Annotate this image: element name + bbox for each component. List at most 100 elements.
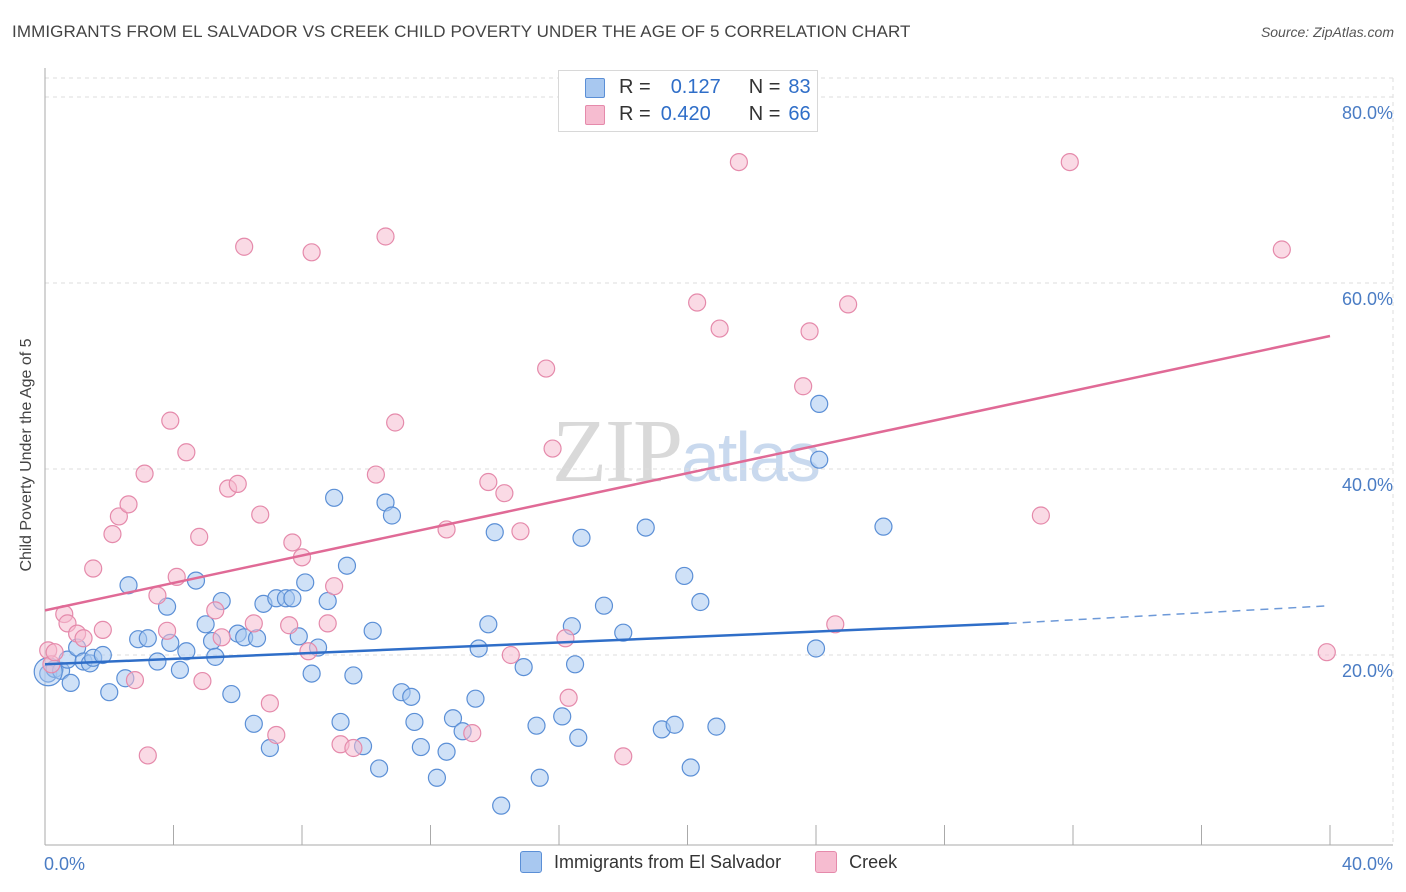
point-el-salvador: [247, 629, 267, 648]
bottom-legend-swatch-pink: [815, 851, 838, 873]
point-el-salvador: [469, 639, 488, 658]
point-creek: [1031, 506, 1050, 525]
legend-n-value: 83: [788, 75, 811, 98]
point-el-salvador: [370, 759, 389, 778]
point-creek: [267, 725, 286, 745]
point-el-salvador: [530, 768, 549, 787]
point-el-salvador: [485, 523, 504, 542]
x-tick-label: 40.0%: [1342, 854, 1393, 874]
bottom-legend-label: Creek: [849, 851, 898, 872]
point-el-salvador: [810, 394, 829, 413]
point-el-salvador: [337, 556, 357, 575]
point-el-salvador: [177, 642, 196, 661]
trend-line-el-salvador: [44, 622, 1009, 666]
point-el-salvador: [325, 488, 344, 507]
legend: R = 0.127 N = 83 R = 0.420 N = 66: [558, 70, 818, 132]
point-creek: [244, 614, 263, 633]
point-el-salvador: [594, 596, 614, 615]
point-el-salvador: [806, 639, 826, 658]
trend-line-creek: [44, 334, 1331, 612]
point-el-salvador: [296, 573, 315, 592]
point-el-salvador: [61, 673, 80, 693]
point-el-salvador: [675, 566, 694, 586]
point-creek: [148, 586, 167, 605]
point-creek: [688, 293, 707, 312]
point-el-salvador: [170, 660, 190, 679]
point-el-salvador: [874, 517, 893, 536]
point-el-salvador: [665, 715, 684, 734]
point-creek: [84, 559, 103, 578]
y-tick-label: 60.0%: [1342, 289, 1393, 309]
point-el-salvador: [569, 728, 588, 747]
point-el-salvador: [93, 645, 112, 665]
legend-n-label: N =: [748, 75, 781, 98]
point-el-salvador: [283, 589, 302, 608]
point-el-salvador: [411, 737, 430, 757]
point-creek: [157, 621, 177, 640]
point-creek: [386, 413, 405, 432]
point-creek: [280, 616, 299, 635]
point-el-salvador: [244, 714, 263, 733]
point-el-salvador: [572, 528, 591, 547]
point-el-salvador: [302, 664, 321, 683]
point-creek: [501, 645, 520, 665]
point-creek: [614, 747, 633, 766]
point-el-salvador: [810, 450, 829, 469]
point-creek: [826, 615, 845, 634]
point-creek: [511, 522, 530, 541]
point-creek: [135, 464, 154, 483]
point-creek: [109, 507, 128, 526]
point-creek: [495, 484, 514, 503]
point-creek: [794, 377, 813, 396]
point-el-salvador: [402, 687, 421, 706]
point-creek: [260, 694, 279, 713]
point-creek: [537, 359, 556, 378]
point-el-salvador: [405, 712, 424, 732]
point-el-salvador: [148, 652, 167, 671]
legend-row-creek: R = 0.420 N = 66: [585, 101, 811, 127]
point-el-salvador: [681, 758, 700, 777]
point-el-salvador: [527, 716, 546, 735]
point-creek: [318, 614, 337, 633]
point-el-salvador: [382, 506, 402, 525]
point-creek: [138, 746, 157, 765]
point-creek: [559, 688, 578, 707]
point-el-salvador: [466, 689, 485, 708]
point-el-salvador: [691, 592, 710, 612]
point-el-salvador: [553, 707, 572, 726]
point-creek: [479, 472, 498, 492]
legend-r-value: 0.127: [670, 75, 721, 98]
point-el-salvador: [100, 683, 119, 702]
point-creek: [74, 629, 93, 648]
point-creek: [206, 601, 225, 620]
point-el-salvador: [479, 615, 498, 634]
point-el-salvador: [138, 629, 157, 648]
legend-swatch-blue: [585, 78, 605, 98]
bottom-legend-el-salvador: Immigrants from El Salvador: [520, 851, 781, 873]
point-el-salvador: [565, 655, 585, 674]
legend-n-label: N =: [748, 102, 781, 125]
tick-labels: 20.0% 40.0% 60.0% 80.0% 0.0% 40.0%: [44, 103, 1393, 874]
point-el-salvador: [222, 684, 241, 704]
point-creek: [45, 643, 64, 662]
point-el-salvador: [443, 709, 463, 728]
point-el-salvador: [331, 712, 350, 732]
bottom-legend-label: Immigrants from El Salvador: [554, 851, 782, 872]
point-creek: [325, 577, 344, 596]
point-creek: [463, 724, 482, 743]
axes: [44, 68, 1393, 846]
series-creek-points: [39, 153, 1336, 766]
point-creek: [193, 671, 212, 691]
point-el-salvador: [514, 657, 533, 677]
point-el-salvador: [636, 518, 655, 537]
legend-row-el-salvador: R = 0.127 N = 83: [585, 74, 811, 100]
point-creek: [302, 243, 321, 262]
point-creek: [125, 671, 145, 690]
point-creek: [1272, 240, 1291, 259]
point-creek: [366, 465, 385, 484]
point-creek: [543, 439, 562, 458]
point-creek: [93, 620, 112, 639]
point-creek: [299, 642, 318, 661]
point-creek: [283, 533, 302, 552]
